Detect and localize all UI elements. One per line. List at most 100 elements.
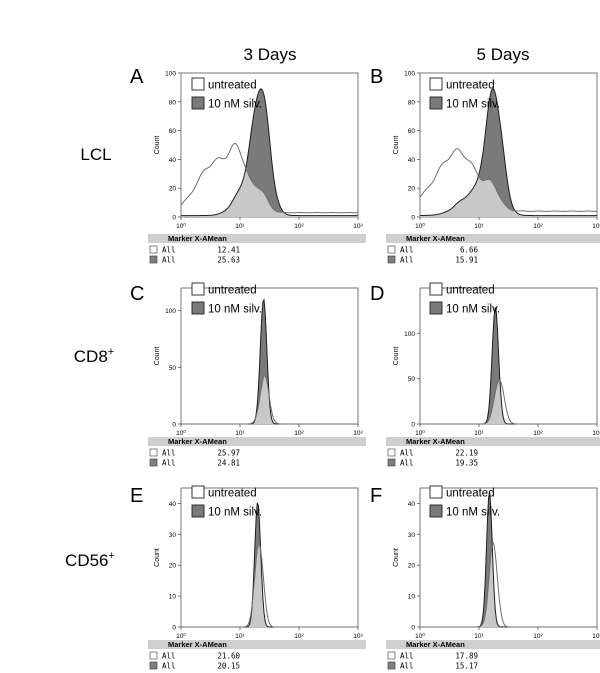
stats-row-value: 19.35 bbox=[455, 459, 478, 468]
legend: untreated 10 nM silv. bbox=[191, 282, 262, 316]
stats-row-swatch bbox=[387, 651, 396, 660]
stats-row-label: All bbox=[162, 652, 176, 661]
stats-header: Marker X-AMean bbox=[168, 234, 227, 243]
y-tick-label: 100 bbox=[404, 331, 415, 338]
y-axis-label: Count bbox=[154, 136, 161, 155]
x-tick-label: 10² bbox=[533, 633, 543, 640]
series-line-untreated bbox=[181, 544, 358, 628]
stats-row-swatch bbox=[149, 458, 158, 467]
x-tick-label: 10³ bbox=[592, 223, 600, 230]
y-tick-label: 100 bbox=[404, 71, 415, 78]
series-line-untreated bbox=[181, 374, 358, 425]
legend-swatch-untreated bbox=[429, 77, 443, 91]
legend-swatch-untreated bbox=[191, 282, 205, 296]
legend-swatch-10nm-silv bbox=[191, 96, 205, 110]
legend: untreated 10 nM silv. bbox=[429, 485, 500, 519]
column-header-5-days: 5 Days bbox=[477, 45, 530, 64]
x-tick-label: 10² bbox=[294, 430, 304, 437]
plot-frame bbox=[180, 487, 359, 628]
legend-label-10nm-silv: 10 nM silv. bbox=[446, 99, 500, 111]
legend-swatch-untreated bbox=[429, 282, 443, 296]
stats-row-label: All bbox=[400, 256, 414, 265]
stats-row-value: 17.89 bbox=[455, 652, 478, 661]
legend-swatch-untreated bbox=[191, 485, 205, 499]
panel-a: A 0 20 40 60 80 100 10⁰ 10¹ 10² 10³ Count untreated 1… bbox=[130, 66, 366, 265]
stats-row-value: 25.63 bbox=[217, 256, 240, 265]
panel-letter: C bbox=[130, 283, 144, 305]
x-tick-label: 10⁰ bbox=[415, 632, 425, 640]
y-tick-label: 60 bbox=[169, 128, 177, 135]
panel-letter: F bbox=[370, 485, 382, 507]
y-tick-label: 60 bbox=[408, 128, 416, 135]
legend-label-untreated: untreated bbox=[446, 80, 495, 92]
y-axis-label: Count bbox=[154, 548, 161, 567]
overlap-fill bbox=[420, 176, 597, 217]
y-tick-label: 0 bbox=[411, 215, 415, 222]
stats-row-label: All bbox=[400, 652, 414, 661]
column-header-3-days: 3 Days bbox=[244, 45, 297, 64]
legend-label-10nm-silv: 10 nM silv. bbox=[208, 507, 262, 519]
stats-row-swatch bbox=[387, 458, 396, 467]
y-tick-label: 50 bbox=[408, 376, 416, 383]
stats-row-label: All bbox=[162, 449, 176, 458]
series-line-untreated bbox=[419, 148, 597, 213]
x-tick-label: 10⁰ bbox=[176, 429, 186, 437]
legend-swatch-10nm-silv bbox=[429, 504, 443, 518]
x-tick-label: 10¹ bbox=[474, 430, 484, 437]
series-line-untreated bbox=[420, 379, 597, 425]
y-tick-label: 0 bbox=[411, 422, 415, 429]
y-tick-label: 80 bbox=[169, 99, 177, 106]
stats-table: Marker X-AMean All 21.60 All 20.15 bbox=[148, 640, 366, 671]
y-tick-label: 20 bbox=[408, 186, 416, 193]
x-tick-label: 10³ bbox=[353, 633, 363, 640]
stats-header: Marker X-AMean bbox=[168, 640, 227, 649]
stats-header: Marker X-AMean bbox=[406, 640, 465, 649]
y-axis-label: Count bbox=[393, 347, 400, 366]
y-tick-label: 50 bbox=[169, 365, 177, 372]
legend-label-untreated: untreated bbox=[208, 488, 257, 500]
x-tick-label: 10³ bbox=[353, 223, 363, 230]
legend: untreated 10 nM silv. bbox=[429, 77, 500, 111]
stats-row-value: 15.17 bbox=[455, 662, 478, 671]
legend-label-untreated: untreated bbox=[208, 80, 257, 92]
stats-row-label: All bbox=[400, 459, 414, 468]
row-label-cd8: CD8+ bbox=[74, 346, 114, 366]
stats-header-bar bbox=[386, 437, 600, 446]
stats-table: Marker X-AMean All 25.97 All 24.81 bbox=[148, 437, 366, 468]
y-axis-label: Count bbox=[154, 347, 161, 366]
stats-table: Marker X-AMean All 17.89 All 15.17 bbox=[386, 640, 600, 671]
panel-e: E 0 10 20 30 40 10⁰ 10¹ 10² 10³ Count untreated 10 n… bbox=[130, 485, 366, 671]
y-tick-label: 0 bbox=[172, 422, 176, 429]
stats-row-value: 12.41 bbox=[217, 246, 240, 255]
x-tick-label: 10² bbox=[533, 223, 543, 230]
stats-header: Marker X-AMean bbox=[406, 234, 465, 243]
x-tick-label: 10¹ bbox=[235, 430, 245, 437]
y-tick-label: 0 bbox=[411, 625, 415, 632]
legend-swatch-untreated bbox=[429, 485, 443, 499]
legend-swatch-10nm-silv bbox=[429, 96, 443, 110]
panel-letter: B bbox=[370, 66, 383, 88]
stats-row-label: All bbox=[162, 662, 176, 671]
row-label-lcl: LCL bbox=[80, 145, 111, 164]
x-tick-label: 10² bbox=[294, 223, 304, 230]
stats-header: Marker X-AMean bbox=[168, 437, 227, 446]
panel-f: F 0 10 20 30 40 10⁰ 10¹ 10² 10³ Count untreated 10 n… bbox=[370, 485, 600, 671]
y-tick-label: 30 bbox=[169, 532, 177, 539]
x-tick-label: 10⁰ bbox=[176, 632, 186, 640]
x-tick-label: 10⁰ bbox=[415, 429, 425, 437]
y-tick-label: 40 bbox=[169, 157, 177, 164]
stats-table: Marker X-AMean All 12.41 All 25.63 bbox=[148, 234, 366, 265]
stats-row-value: 25.97 bbox=[217, 449, 240, 458]
legend: untreated 10 nM silv. bbox=[191, 485, 262, 519]
stats-header-bar bbox=[386, 640, 600, 649]
stats-row-swatch bbox=[149, 661, 158, 670]
stats-row-label: All bbox=[162, 459, 176, 468]
x-tick-label: 10² bbox=[533, 430, 543, 437]
stats-header-bar bbox=[148, 437, 366, 446]
panel-d: D 0 50 100 10⁰ 10¹ 10² 10³ Count untreated 10 nM s… bbox=[370, 282, 600, 468]
series-line-10nm-silv bbox=[420, 87, 597, 217]
stats-row-swatch bbox=[387, 245, 396, 254]
legend-label-10nm-silv: 10 nM silv. bbox=[208, 99, 262, 111]
y-tick-label: 10 bbox=[169, 594, 177, 601]
legend-label-10nm-silv: 10 nM silv. bbox=[446, 304, 500, 316]
